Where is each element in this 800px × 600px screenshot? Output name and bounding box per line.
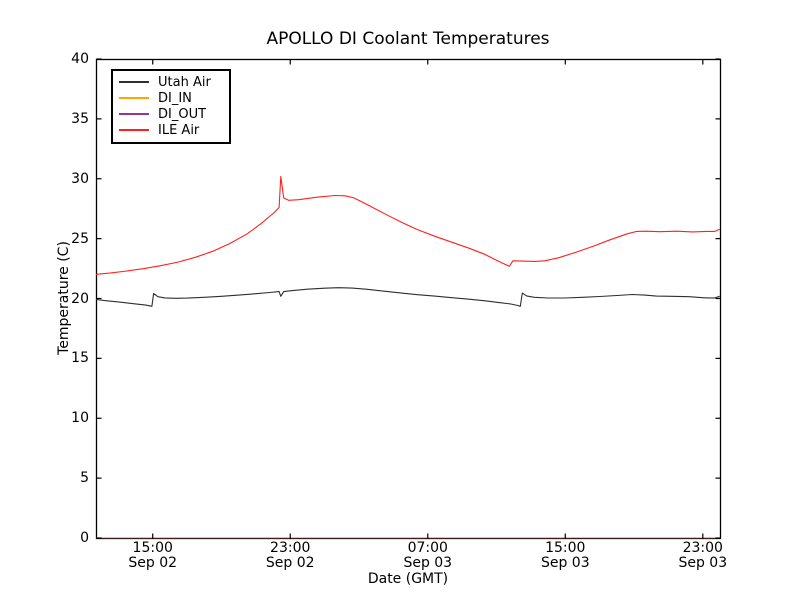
y-tick-label: 30: [71, 170, 89, 187]
legend-item-ile-air: ILE Air: [119, 122, 229, 138]
legend-label: Utah Air: [158, 74, 211, 90]
x-tick-date: Sep 03: [403, 555, 453, 571]
x-tick-label: 23:00 Sep 03: [653, 541, 753, 571]
series-line-utah-air: [95, 287, 720, 307]
x-tick-time: 15:00: [132, 540, 173, 556]
x-tick-date: Sep 03: [678, 555, 728, 571]
legend-line-sample-di-in: [119, 97, 149, 99]
legend-label: ILE Air: [158, 122, 200, 138]
y-tick-label: 35: [71, 110, 89, 127]
legend-item-utah-air: Utah Air: [119, 74, 229, 90]
y-tick-label: 20: [71, 290, 89, 307]
legend-item-di-out: DI_OUT: [119, 106, 229, 122]
x-tick-time: 23:00: [682, 540, 723, 556]
x-tick-label: 23:00 Sep 02: [240, 541, 340, 571]
legend-label: DI_IN: [158, 90, 192, 106]
legend-line-sample-di-out: [119, 113, 149, 115]
legend: Utah Air DI_IN DI_OUT ILE Air: [111, 69, 231, 144]
x-tick-date: Sep 02: [128, 555, 178, 571]
chart-title: APOLLO DI Coolant Temperatures: [266, 29, 550, 49]
x-tick-time: 07:00: [407, 540, 448, 556]
x-tick-date: Sep 03: [540, 555, 590, 571]
legend-line-sample-ile-air: [119, 129, 149, 131]
x-tick-label: 07:00 Sep 03: [378, 541, 478, 571]
legend-item-di-in: DI_IN: [119, 90, 229, 106]
y-tick-label: 0: [80, 530, 89, 546]
x-tick-label: 15:00 Sep 03: [515, 541, 615, 571]
x-tick-time: 15:00: [545, 540, 586, 556]
y-tick-label: 40: [71, 51, 89, 67]
y-tick-label: 25: [71, 230, 89, 247]
y-tick-label: 10: [71, 410, 89, 427]
x-tick-date: Sep 02: [265, 555, 315, 571]
x-axis-label: Date (GMT): [367, 571, 449, 587]
y-tick-label: 15: [71, 350, 89, 367]
series-line-ile-air: [95, 175, 720, 275]
x-tick-time: 23:00: [270, 540, 311, 556]
legend-line-sample-utah-air: [119, 81, 149, 83]
y-tick-label: 5: [80, 470, 89, 487]
legend-label: DI_OUT: [158, 106, 207, 122]
x-tick-label: 15:00 Sep 02: [103, 541, 203, 571]
